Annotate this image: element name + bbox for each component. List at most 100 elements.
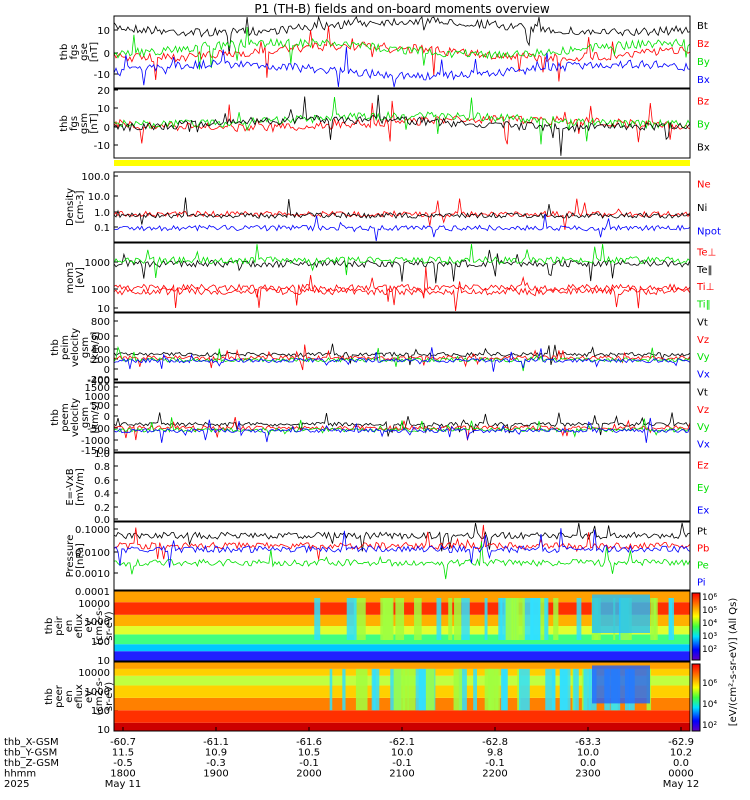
colorbar-tick: 10² (702, 645, 717, 655)
panel-10-ytick: 100 (91, 706, 110, 717)
series-Vz (113, 344, 691, 371)
panel-9-ylabel: thbpeirenefluxeV(cm2-s-sr-eV) (44, 607, 115, 645)
xaxis-value: -63.3 (575, 737, 601, 748)
panel-7-frame (113, 452, 691, 522)
xaxis-value: 0000 (668, 769, 693, 780)
xaxis-value: 2000 (296, 769, 321, 780)
panel-10-ylabel: thbpeerenefluxeV(cm2-s-sr-eV) (44, 677, 115, 715)
xaxis-value: May 12 (663, 779, 700, 790)
xaxis-value: 10.5 (298, 748, 320, 759)
spectrogram-streak (576, 598, 582, 640)
panel-2: thbfgsgsm[nT] 20 10 0 -10 Bz By Bx (59, 86, 710, 159)
panel-7-ytick: 0.2 (94, 503, 110, 514)
panel-6: thbpeemvelocitygsm[km/s] 150010005000-500… (50, 382, 710, 457)
legend-Vy: Vy (697, 422, 710, 433)
spectrogram-streak (391, 598, 394, 640)
spectrogram-band (114, 722, 690, 731)
panel-4-ytick: 1000 (85, 258, 110, 269)
panel-10-ytick: 10 (97, 725, 110, 736)
series-Vz (113, 417, 691, 441)
xaxis-value: 2300 (575, 769, 600, 780)
spectrogram-streak (513, 598, 525, 640)
panel-3-ylabel: Density[cm-3] (65, 188, 86, 226)
xaxis-row-label: thb_X-GSM (4, 737, 59, 748)
xaxis-value: 10.9 (205, 748, 227, 759)
series-By (113, 96, 691, 145)
colorbar-bottom (691, 663, 701, 732)
panel-7-ytick: 1.0 (94, 449, 110, 460)
panel-4-ylabel: mom3[eV] (65, 262, 86, 294)
panel-3-ytick: 0.1 (94, 223, 110, 234)
series-Pe (113, 541, 691, 580)
panel-4-frame (113, 242, 691, 313)
spectrogram-gap (592, 665, 650, 704)
xaxis-value: 10.0 (391, 748, 413, 759)
legend-Ni: Ni (697, 203, 707, 214)
series-Ne (113, 198, 691, 230)
panel-10-ytick: 10000 (78, 668, 110, 679)
series-Te‖ (113, 249, 691, 284)
panel-4-ytick: 10 (97, 304, 110, 315)
colorbar-label: [eV/(cm²-s-sr-eV)] (All Qs) (728, 598, 739, 727)
chart-title: P1 (TH-B) fields and on-board moments ov… (254, 2, 550, 16)
xaxis-value: 2100 (389, 769, 414, 780)
series-By (113, 27, 691, 70)
spectrogram-streak (573, 668, 579, 711)
panel-4: mom3[eV]1000 100 10 Te⊥ Te‖ Ti⊥ Ti‖ (65, 242, 716, 315)
spectrogram-streak (353, 598, 366, 640)
spectrogram-streak (425, 668, 435, 711)
xaxis-value: May 11 (105, 779, 142, 790)
series-Ti⊥ (113, 275, 691, 311)
spectrogram-streak (488, 668, 495, 711)
legend-Ez: Ez (697, 460, 709, 471)
series-Vt (113, 412, 690, 437)
spectrogram-streak (484, 598, 488, 640)
panel-2-ytick: 10 (97, 104, 110, 115)
series-Pt (113, 522, 691, 552)
panel-5-ytick: 600 (91, 332, 110, 343)
panel-1-frame (113, 15, 691, 89)
series-Te⊥ (113, 266, 691, 309)
xaxis-value: 0.0 (580, 758, 596, 769)
colorbar-tick: 10⁵ (702, 606, 717, 616)
spectrogram-streak (355, 668, 368, 711)
xaxis-row-label: thb_Z-GSM (4, 758, 59, 769)
panel-9-ytick: 100 (91, 637, 110, 648)
panel-10-ytick: 1000 (85, 687, 110, 698)
spectrogram-streak (346, 598, 357, 640)
legend-Bx: Bx (697, 75, 710, 86)
xaxis-value: 11.5 (112, 748, 134, 759)
spectrogram-streak (505, 598, 516, 640)
spectrogram-streak (544, 598, 549, 640)
legend-Ey: Ey (697, 483, 709, 494)
panel-7-ytick: 0.6 (94, 476, 110, 487)
spectrogram-streak (448, 598, 453, 640)
spectrogram-band (114, 710, 690, 723)
spectrogram-band (114, 644, 690, 652)
spectrogram-streak (314, 598, 321, 640)
panel-1: thbfgsgse[nT] 10 0 -10 Bt Bz By Bx (59, 15, 710, 89)
spectrogram-streak (473, 668, 477, 711)
colorbar-tick: 10⁴ (702, 700, 717, 710)
series-Bx (113, 94, 691, 156)
panel-8-ytick: 0.1000 (75, 525, 110, 536)
spectrogram-streak (414, 598, 422, 640)
spectrogram-streak (653, 598, 656, 640)
spectrogram-streak (402, 668, 409, 711)
panel-5-ytick: -200 (87, 375, 110, 386)
spectrogram-streak (382, 598, 393, 640)
legend-Bx: Bx (697, 143, 710, 154)
xaxis-value: 1800 (110, 769, 135, 780)
panel-9-ytick: 1000 (85, 617, 110, 628)
xaxis-value: 9.8 (487, 748, 503, 759)
spectrogram-streak (371, 668, 380, 711)
panel-3-ytick: 100.0 (81, 172, 110, 183)
spectrogram-streak (668, 598, 675, 640)
panel-7-ylabel: E=-VxB[mV/m] (65, 468, 86, 506)
series-Ti‖ (113, 243, 691, 279)
panel-6-ytick: 0 (104, 412, 110, 423)
legend-Vy: Vy (697, 352, 710, 363)
spectrogram-streak (393, 668, 406, 711)
spectrogram-streak (530, 598, 540, 640)
